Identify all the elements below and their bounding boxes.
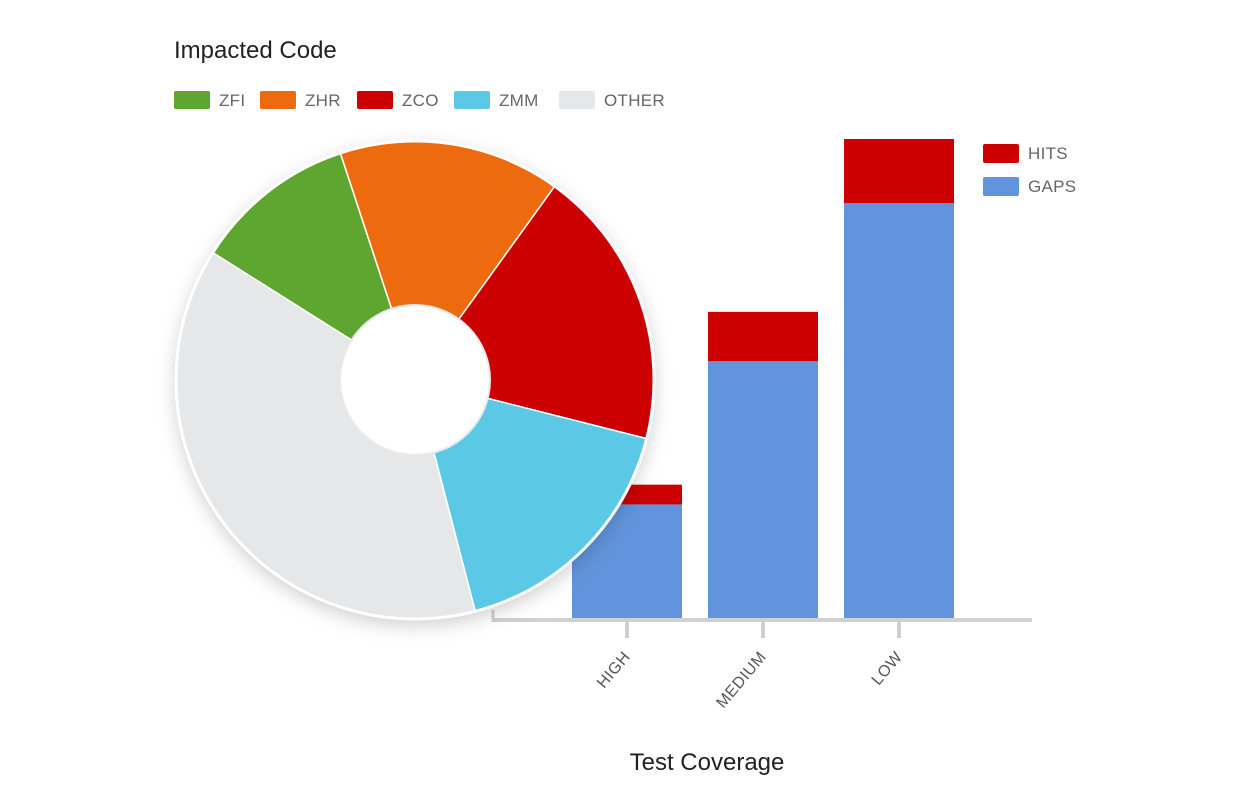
legend-item-other[interactable]: OTHER: [559, 91, 665, 110]
legend-item-zhr[interactable]: ZHR: [260, 91, 341, 110]
chart-title: Impacted Code: [174, 37, 337, 64]
legend-item-gaps[interactable]: GAPS: [983, 177, 1076, 196]
legend-label-hits: HITS: [1028, 144, 1068, 163]
x-tick-group: HIGH MEDIUM LOW: [594, 622, 906, 712]
donut-legend: ZFI ZHR ZCO ZMM OTHER: [174, 91, 665, 110]
donut-hole: [339, 304, 491, 456]
legend-swatch-gaps: [983, 177, 1019, 196]
legend-label-zmm: ZMM: [499, 91, 539, 110]
x-tick-label-high: HIGH: [594, 649, 634, 692]
legend-swatch-zmm: [454, 91, 490, 109]
bar-hits-medium: [708, 311, 818, 362]
x-tick-label-low: LOW: [869, 648, 907, 688]
legend-item-zco[interactable]: ZCO: [357, 91, 439, 110]
legend-label-zco: ZCO: [402, 91, 439, 110]
bar-series-group: [572, 139, 954, 619]
legend-item-zfi[interactable]: ZFI: [174, 91, 245, 110]
legend-label-zhr: ZHR: [305, 91, 341, 110]
bar-hits-low: [844, 139, 954, 204]
legend-swatch-other: [559, 91, 595, 109]
x-axis-title: Test Coverage: [630, 749, 785, 776]
bar-chart: HIGH MEDIUM LOW HITS GAPS Test Coverage: [491, 139, 1076, 776]
bar-gaps-medium: [708, 361, 818, 618]
legend-item-hits[interactable]: HITS: [983, 144, 1068, 163]
bar-legend: HITS GAPS: [983, 144, 1076, 196]
legend-swatch-zfi: [174, 91, 210, 109]
bar-gaps-low: [844, 203, 954, 619]
donut-chart: Impacted Code ZFI ZHR ZCO ZMM OTHER: [174, 37, 665, 621]
legend-item-zmm[interactable]: ZMM: [454, 91, 539, 110]
legend-label-other: OTHER: [604, 91, 665, 110]
legend-swatch-zco: [357, 91, 393, 109]
legend-swatch-hits: [983, 144, 1019, 163]
x-tick-label-medium: MEDIUM: [713, 649, 770, 712]
donut-outer-ring: [174, 139, 656, 621]
legend-label-gaps: GAPS: [1028, 177, 1076, 196]
legend-label-zfi: ZFI: [219, 91, 245, 110]
legend-swatch-zhr: [260, 91, 296, 109]
